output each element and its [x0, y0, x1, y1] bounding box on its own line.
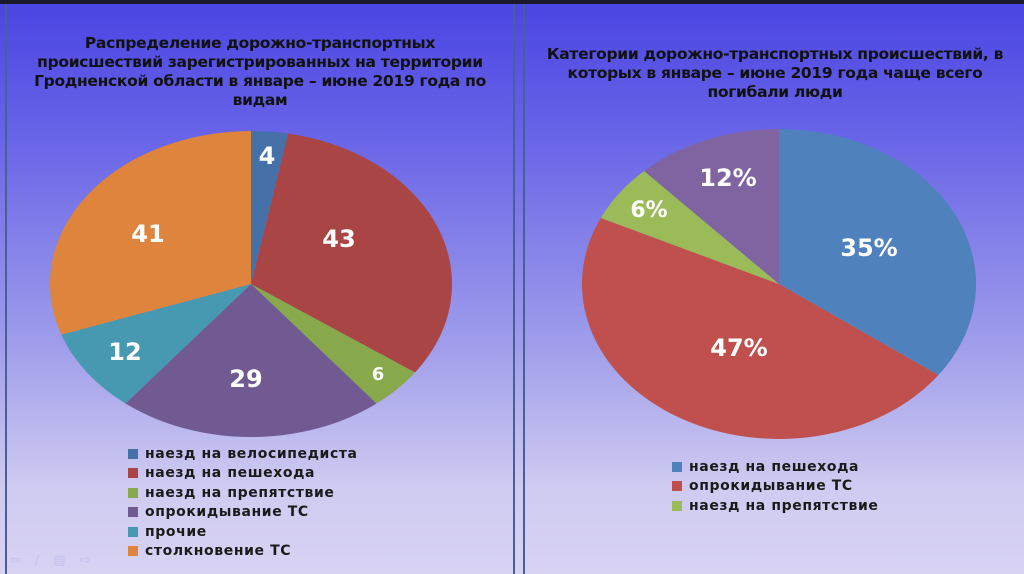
forward-arrow-icon[interactable]: ⇨: [79, 553, 91, 568]
back-arrow-icon[interactable]: ⇦: [10, 553, 21, 568]
left-border-line: [5, 4, 7, 574]
title-line: Распределение дорожно-транспортных: [84, 34, 436, 52]
legend-swatch: [128, 468, 138, 479]
right-chart-panel: Категории дорожно-транспортных происшест…: [526, 4, 1024, 574]
legend-label: наезд на велосипедиста: [145, 445, 358, 462]
slideshow-nav: ⇦ ∕ ▤ ⇨: [10, 553, 91, 568]
right-chart-legend: наезд на пешехода опрокидывание ТС наезд…: [672, 457, 878, 516]
legend-item: наезд на препятствие: [672, 496, 878, 516]
legend-item: наезд на пешехода: [672, 457, 878, 477]
right-chart-title: Категории дорожно-транспортных происшест…: [526, 45, 1024, 102]
pie-slice: [125, 284, 377, 438]
pie-slice: [600, 171, 779, 284]
pie-slice: [50, 131, 252, 335]
legend-item: наезд на препятствие: [128, 483, 358, 503]
legend-item: наезд на велосипедиста: [128, 444, 358, 464]
legend-item: опрокидывание ТС: [128, 503, 358, 523]
legend-item: опрокидывание ТС: [672, 477, 878, 497]
menu-icon[interactable]: ▤: [53, 553, 66, 568]
data-label: 6: [372, 364, 385, 385]
legend-item: наезд на пешехода: [128, 464, 358, 484]
top-border: [0, 0, 1024, 4]
title-line: Категории дорожно-транспортных происшест…: [546, 45, 1004, 63]
pen-icon[interactable]: ∕: [34, 553, 40, 568]
legend-swatch: [128, 507, 138, 518]
pie-slice: [251, 131, 289, 284]
pie-slice: [779, 129, 976, 376]
data-label: 35%: [840, 234, 897, 262]
legend-label: прочие: [145, 523, 207, 540]
data-label: 41: [131, 220, 164, 248]
legend-label: опрокидывание ТС: [689, 478, 853, 495]
data-label: 29: [229, 365, 262, 393]
left-chart-title: Распределение дорожно-транспортных проис…: [8, 34, 512, 110]
legend-swatch: [672, 461, 682, 472]
legend-label: столкновение ТС: [145, 543, 292, 560]
pie-slice: [644, 129, 779, 284]
title-line: видам: [232, 91, 288, 109]
divider-line-left: [513, 4, 515, 574]
legend-label: наезд на препятствие: [689, 497, 879, 514]
legend-item: столкновение ТС: [128, 542, 358, 562]
data-label: 6%: [630, 198, 667, 223]
legend-swatch: [672, 500, 682, 511]
legend-label: наезд на препятствие: [145, 484, 335, 501]
pie-slice: [582, 218, 939, 439]
legend-swatch: [128, 448, 138, 459]
title-line: Гродненской области в январе – июне 2019…: [34, 72, 486, 90]
pie-slice: [61, 284, 252, 404]
legend-item: прочие: [128, 522, 358, 542]
left-chart-legend: наезд на велосипедиста наезд на пешехода…: [128, 444, 358, 561]
title-line: погибали люди: [707, 83, 843, 101]
pie-slice: [251, 284, 415, 404]
legend-swatch: [128, 526, 138, 537]
title-line: которых в январе – июне 2019 года чаще в…: [567, 64, 983, 82]
divider-line-right: [523, 4, 525, 574]
legend-swatch: [672, 481, 682, 492]
data-label: 4: [259, 142, 276, 170]
legend-label: опрокидывание ТС: [145, 504, 309, 521]
data-label: 12: [108, 338, 141, 366]
legend-label: наезд на пешехода: [145, 465, 316, 482]
legend-swatch: [128, 487, 138, 498]
legend-label: наезд на пешехода: [689, 458, 860, 475]
data-label: 43: [322, 225, 355, 253]
left-chart-panel: Распределение дорожно-транспортных проис…: [8, 4, 512, 574]
data-label: 12%: [699, 164, 756, 192]
data-label: 47%: [710, 334, 767, 362]
legend-swatch: [128, 546, 138, 557]
title-line: происшествий зарегистрированных на терри…: [37, 53, 483, 71]
pie-slice: [251, 133, 452, 373]
